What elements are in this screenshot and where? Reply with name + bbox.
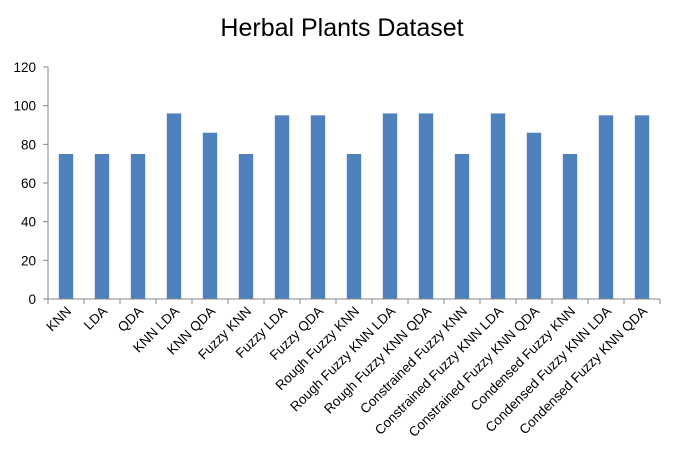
x-tick-label: KNN — [43, 304, 74, 335]
x-tick-label: LDA — [81, 304, 110, 333]
bar — [58, 154, 74, 299]
bar — [274, 115, 290, 299]
chart-title: Herbal Plants Dataset — [220, 14, 464, 42]
bar — [634, 115, 650, 299]
bar — [130, 154, 146, 299]
bar — [166, 113, 182, 300]
y-tick-label: 20 — [21, 253, 36, 268]
bar — [526, 132, 542, 299]
bar — [202, 132, 218, 299]
bar — [454, 154, 470, 299]
y-tick-label: 100 — [13, 99, 36, 114]
bar — [310, 115, 326, 299]
bars — [58, 113, 650, 300]
bar — [562, 154, 578, 299]
y-tick-label: 40 — [21, 215, 36, 230]
y-tick-label: 120 — [13, 60, 36, 75]
x-tick-label: QDA — [115, 304, 146, 335]
bar — [382, 113, 398, 300]
bar — [94, 154, 110, 299]
bar — [490, 113, 506, 300]
y-tick-label: 60 — [21, 176, 36, 191]
y-axis: 0 20 40 60 80 100 120 — [13, 60, 49, 307]
y-tick-label: 0 — [28, 292, 36, 307]
bar — [238, 154, 254, 299]
bar — [346, 154, 362, 299]
y-tick-label: 80 — [21, 137, 36, 152]
bar — [598, 115, 614, 299]
bar — [418, 113, 434, 300]
